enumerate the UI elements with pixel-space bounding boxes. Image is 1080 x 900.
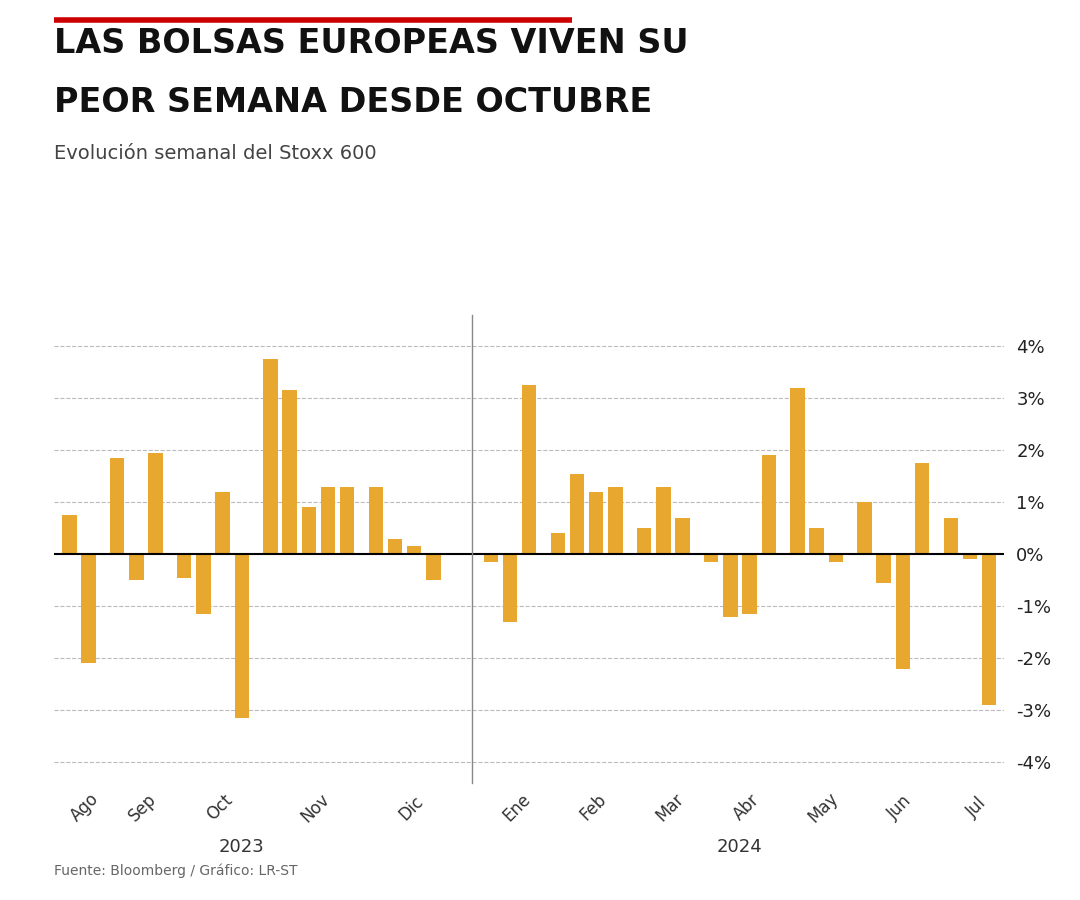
- Text: Jul: Jul: [963, 794, 989, 821]
- Bar: [742, 554, 757, 614]
- Bar: [791, 388, 805, 554]
- Bar: [761, 455, 775, 554]
- Bar: [915, 464, 929, 554]
- Text: Fuente: Bloomberg / Gráfico: LR-ST: Fuente: Bloomberg / Gráfico: LR-ST: [54, 863, 297, 878]
- Bar: [724, 554, 738, 616]
- Bar: [234, 554, 249, 718]
- Text: Jun: Jun: [885, 792, 915, 824]
- Bar: [704, 554, 718, 562]
- Bar: [944, 518, 958, 554]
- Bar: [427, 554, 441, 580]
- Text: LAS BOLSAS EUROPEAS VIVEN SU: LAS BOLSAS EUROPEAS VIVEN SU: [54, 27, 689, 60]
- Bar: [484, 554, 498, 562]
- Bar: [81, 554, 96, 663]
- Text: 2023: 2023: [219, 838, 265, 856]
- Text: Ago: Ago: [68, 790, 103, 825]
- Bar: [148, 453, 163, 554]
- Bar: [858, 502, 872, 554]
- Bar: [982, 554, 996, 705]
- Text: LR: LR: [969, 851, 1002, 875]
- Bar: [407, 546, 421, 554]
- Bar: [388, 538, 402, 554]
- Bar: [110, 458, 124, 554]
- Text: PEOR SEMANA DESDE OCTUBRE: PEOR SEMANA DESDE OCTUBRE: [54, 86, 652, 119]
- Bar: [197, 554, 211, 614]
- Bar: [340, 487, 354, 554]
- Bar: [503, 554, 517, 622]
- Bar: [522, 385, 537, 554]
- Text: May: May: [805, 789, 841, 826]
- Text: Mar: Mar: [652, 790, 687, 825]
- Bar: [551, 534, 565, 554]
- Text: Ene: Ene: [499, 790, 534, 825]
- Bar: [895, 554, 910, 669]
- Bar: [570, 473, 584, 554]
- Bar: [63, 515, 77, 554]
- Bar: [637, 528, 651, 554]
- Bar: [177, 554, 191, 578]
- Bar: [962, 554, 977, 560]
- Bar: [608, 487, 622, 554]
- Bar: [283, 391, 297, 554]
- Text: Nov: Nov: [297, 789, 333, 825]
- Bar: [215, 491, 230, 554]
- Text: 2024: 2024: [717, 838, 762, 856]
- Text: Evolución semanal del Stoxx 600: Evolución semanal del Stoxx 600: [54, 144, 377, 163]
- Bar: [809, 528, 824, 554]
- Text: Dic: Dic: [395, 792, 427, 824]
- Bar: [368, 487, 383, 554]
- Bar: [321, 487, 335, 554]
- Bar: [877, 554, 891, 583]
- Bar: [828, 554, 843, 562]
- Bar: [675, 518, 690, 554]
- Bar: [264, 359, 278, 554]
- Bar: [657, 487, 671, 554]
- Text: Abr: Abr: [730, 791, 762, 824]
- Bar: [589, 491, 604, 554]
- Bar: [130, 554, 144, 580]
- Text: Oct: Oct: [203, 791, 235, 824]
- Text: Feb: Feb: [577, 791, 610, 824]
- Bar: [301, 508, 316, 554]
- Text: Sep: Sep: [125, 790, 160, 825]
